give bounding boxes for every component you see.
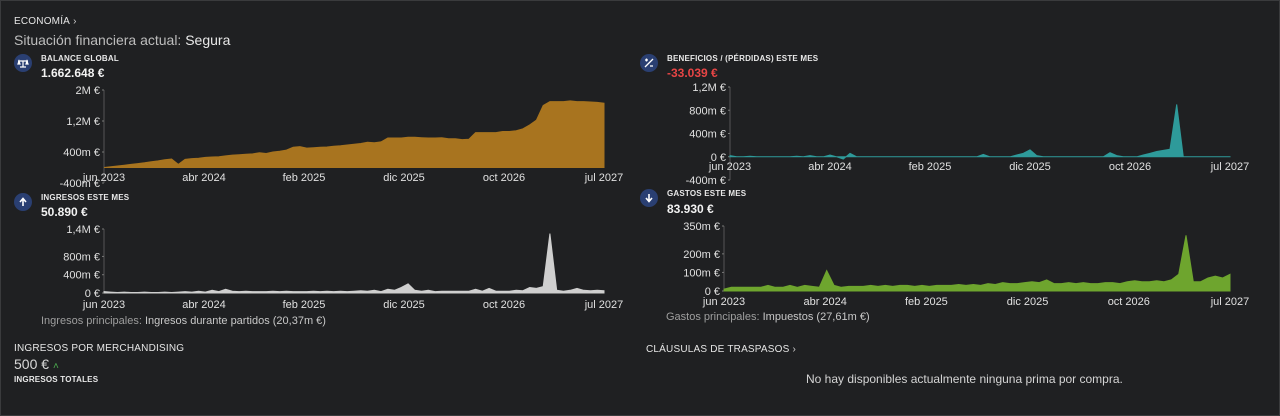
expenses-value: 83.930 €: [667, 202, 714, 216]
expenses-note-label: Gastos principales:: [666, 311, 760, 323]
expenses-main-note: Gastos principales: Impuestos (27,61m €): [666, 311, 870, 323]
x-tick-label: feb 2025: [905, 296, 948, 308]
x-tick-label: feb 2025: [909, 161, 952, 173]
y-tick-label: 0 €: [711, 152, 726, 164]
income-title: INGRESOS ESTE MES: [41, 193, 130, 202]
y-tick-label: 400m €: [689, 129, 726, 141]
expenses-note-value: Impuestos (27,61m €): [762, 311, 870, 323]
y-tick-label: 1,2M €: [692, 82, 726, 94]
balance-value: 1.662.648 €: [41, 66, 105, 80]
income-note-value: Ingresos durante partidos (20,37m €): [144, 315, 326, 327]
balance-title: BALANCE GLOBAL: [41, 54, 119, 63]
plus-minus-icon: [640, 54, 658, 72]
x-tick-label: jun 2023: [708, 161, 751, 173]
merch-subtitle: INGRESOS TOTALES: [14, 375, 99, 384]
transfers-title: CLÁUSULAS DE TRASPASOS: [646, 344, 790, 355]
y-tick-label: 1,2M €: [66, 116, 100, 128]
x-tick-label: oct 2026: [1108, 296, 1150, 308]
trend-up-icon: ˄: [53, 361, 59, 372]
y-tick-label: 0 €: [705, 286, 720, 298]
x-tick-label: jun 2023: [82, 172, 125, 184]
x-tick-label: jul 2027: [584, 299, 624, 311]
situation-label: Situación financiera actual:: [14, 32, 182, 48]
economy-breadcrumb[interactable]: ECONOMÍA ›: [14, 16, 77, 27]
series-area: [103, 233, 605, 294]
profit-value: -33.039 €: [667, 66, 718, 80]
situation-value: Segura: [185, 32, 231, 48]
y-tick-label: -400m €: [60, 178, 100, 190]
profit-chart: 1,2M € 800m € 400m € 0 € -400m € jun 2023 abr …: [686, 82, 1250, 187]
merch-value: 500 €: [14, 356, 50, 372]
arrow-down-icon: [640, 189, 658, 207]
x-tick-label: oct 2026: [483, 172, 525, 184]
income-value: 50.890 €: [41, 205, 88, 219]
x-tick-label: jul 2027: [1210, 296, 1250, 308]
expenses-chart: 350m € 200m € 100m € 0 €jun 2023 abr 2024 feb…: [683, 221, 1250, 308]
y-tick-label: -400m €: [686, 175, 726, 187]
y-tick-label: 100m €: [683, 267, 720, 279]
merch-value-row: 500 € ˄: [14, 356, 59, 372]
y-tick-label: 400m €: [63, 270, 100, 282]
x-tick-label: dic 2025: [1007, 296, 1049, 308]
x-tick-label: oct 2026: [483, 299, 525, 311]
y-tick-label: 2M €: [76, 85, 100, 97]
y-tick-label: 1,4M €: [66, 224, 100, 236]
balance-chart: 2M € 1,2M € 400m € -400m €jun 2023 abr 2024 f…: [60, 85, 624, 190]
arrow-up-icon: [14, 193, 32, 211]
y-tick-label: 800m €: [63, 251, 100, 263]
x-tick-label: abr 2024: [808, 161, 851, 173]
x-tick-label: jul 2027: [584, 172, 624, 184]
economy-label: ECONOMÍA: [14, 16, 71, 27]
profit-title: BENEFICIOS / (PÉRDIDAS) ESTE MES: [667, 54, 819, 63]
x-tick-label: abr 2024: [182, 299, 225, 311]
chevron-right-icon: ›: [792, 344, 797, 355]
expenses-title: GASTOS ESTE MES: [667, 189, 747, 198]
y-tick-label: 0 €: [85, 288, 100, 300]
merch-title: INGRESOS POR MERCHANDISING: [14, 343, 185, 354]
series-area: [729, 104, 1231, 160]
chevron-right-icon: ›: [73, 16, 77, 27]
x-tick-label: oct 2026: [1109, 161, 1151, 173]
income-chart: 1,4M € 800m € 400m € 0 €jun 2023 abr 2024 feb…: [63, 224, 624, 311]
x-tick-label: jul 2027: [1210, 161, 1250, 173]
income-main-note: Ingresos principales: Ingresos durante p…: [41, 315, 326, 327]
balance-scale-icon: [14, 54, 32, 72]
series-area: [103, 100, 605, 168]
x-tick-label: dic 2025: [1009, 161, 1051, 173]
x-tick-label: abr 2024: [803, 296, 846, 308]
x-tick-label: jun 2023: [702, 296, 745, 308]
x-tick-label: abr 2024: [182, 172, 225, 184]
y-tick-label: 800m €: [689, 105, 726, 117]
financial-situation: Situación financiera actual: Segura: [14, 32, 230, 48]
x-tick-label: feb 2025: [283, 172, 326, 184]
transfers-empty-message: No hay disponibles actualmente ninguna p…: [806, 372, 1123, 386]
series-area: [723, 235, 1231, 292]
y-tick-label: 350m €: [683, 221, 720, 233]
income-note-label: Ingresos principales:: [41, 315, 142, 327]
y-tick-label: 400m €: [63, 147, 100, 159]
y-tick-label: 200m €: [683, 249, 720, 261]
x-tick-label: dic 2025: [383, 299, 425, 311]
x-tick-label: jun 2023: [82, 299, 125, 311]
x-tick-label: feb 2025: [283, 299, 326, 311]
x-tick-label: dic 2025: [383, 172, 425, 184]
transfers-link[interactable]: CLÁUSULAS DE TRASPASOS ›: [646, 344, 796, 355]
